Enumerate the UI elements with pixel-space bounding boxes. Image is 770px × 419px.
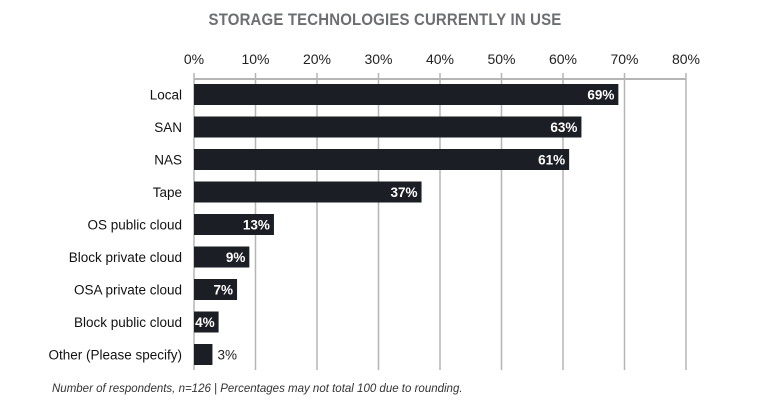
bar	[194, 311, 219, 333]
bar	[194, 84, 619, 105]
data-label: 63%	[550, 120, 577, 135]
bar	[194, 279, 238, 300]
category-label: Block private cloud	[69, 250, 182, 265]
category-label: Block public cloud	[74, 315, 182, 330]
category-label: SAN	[154, 120, 182, 135]
bar	[194, 344, 213, 365]
bar	[194, 116, 582, 138]
data-label: 61%	[538, 153, 565, 168]
category-label: Other (Please specify)	[48, 348, 182, 363]
bar	[194, 246, 250, 268]
x-tick-label: 20%	[303, 51, 331, 67]
data-label: 69%	[587, 88, 614, 103]
x-tick-label: 30%	[364, 51, 392, 67]
x-tick-label: 50%	[487, 51, 515, 67]
data-label: 9%	[226, 250, 246, 265]
category-label: Tape	[153, 185, 182, 200]
data-label: 13%	[243, 218, 270, 233]
category-label: NAS	[154, 153, 182, 168]
footnote: Number of respondents, n=126 | Percentag…	[52, 383, 463, 395]
data-label: 3%	[217, 348, 237, 363]
category-label: OSA private cloud	[74, 283, 182, 298]
x-tick-label: 0%	[184, 51, 204, 67]
x-tick-label: 80%	[672, 51, 700, 67]
category-label: Local	[150, 88, 182, 103]
x-tick-label: 60%	[549, 51, 577, 67]
chart-title: STORAGE TECHNOLOGIES CURRENTLY IN USE	[208, 10, 562, 29]
bar	[194, 149, 570, 170]
data-label: 4%	[195, 315, 215, 330]
x-tick-label: 10%	[241, 51, 269, 67]
bar	[194, 181, 422, 203]
data-label: 7%	[214, 283, 234, 298]
data-label: 37%	[391, 185, 418, 200]
x-tick-label: 40%	[426, 51, 454, 67]
bar	[194, 214, 274, 235]
category-label: OS public cloud	[87, 218, 182, 233]
x-tick-label: 70%	[610, 51, 638, 67]
